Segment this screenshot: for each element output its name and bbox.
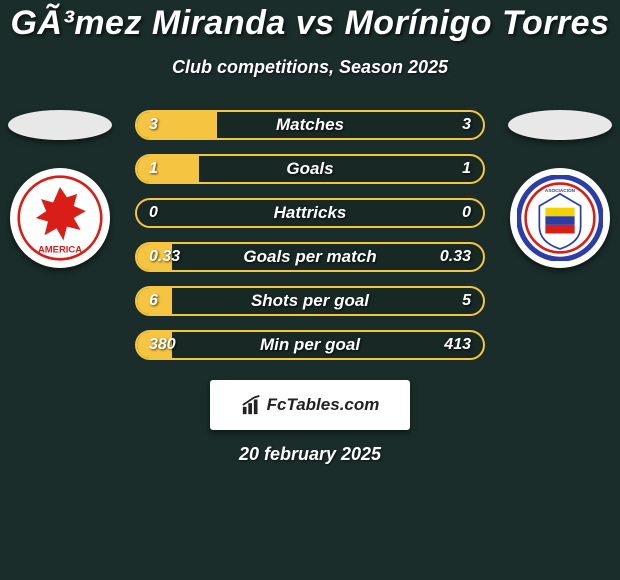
stat-value-right: 0 <box>431 204 471 222</box>
stat-value-left: 380 <box>149 336 189 354</box>
stat-label: Goals <box>286 159 333 179</box>
subtitle: Club competitions, Season 2025 <box>0 57 620 78</box>
stat-value-right: 0.33 <box>431 248 471 266</box>
date-text: 20 february 2025 <box>0 444 620 465</box>
branding-box: FcTables.com <box>210 380 410 430</box>
stat-label: Hattricks <box>274 203 347 223</box>
stat-value-right: 413 <box>431 336 471 354</box>
stat-value-left: 0.33 <box>149 248 189 266</box>
player-left-oval <box>8 110 112 140</box>
stats-table: 3 Matches 3 1 Goals 1 0 Hattricks 0 0.33 Goals per… <box>135 110 485 360</box>
stat-row: 0 Hattricks 0 <box>135 198 485 228</box>
stat-label: Matches <box>276 115 344 135</box>
stat-value-left: 6 <box>149 292 189 310</box>
page-title: GÃ³mez Miranda vs Morínigo Torres <box>0 0 620 43</box>
america-logo-icon: AMERICA <box>17 175 103 261</box>
player-right-column: ASOCIACIÓN <box>500 110 620 268</box>
chart-icon <box>241 394 263 416</box>
stat-label: Min per goal <box>260 335 360 355</box>
stat-value-left: 1 <box>149 160 189 178</box>
stat-value-right: 1 <box>431 160 471 178</box>
stat-value-left: 0 <box>149 204 189 222</box>
player-right-oval <box>508 110 612 140</box>
pasto-logo-icon: ASOCIACIÓN <box>517 175 603 261</box>
stat-row: 0.33 Goals per match 0.33 <box>135 242 485 272</box>
stat-row: 1 Goals 1 <box>135 154 485 184</box>
stat-row: 3 Matches 3 <box>135 110 485 140</box>
club-logo-left: AMERICA <box>10 168 110 268</box>
stat-value-right: 5 <box>431 292 471 310</box>
club-logo-right: ASOCIACIÓN <box>510 168 610 268</box>
stat-label: Goals per match <box>243 247 376 267</box>
stat-row: 380 Min per goal 413 <box>135 330 485 360</box>
branding-text: FcTables.com <box>267 395 380 415</box>
svg-text:AMERICA: AMERICA <box>38 244 82 255</box>
stat-value-left: 3 <box>149 116 189 134</box>
stat-value-right: 3 <box>431 116 471 134</box>
stat-label: Shots per goal <box>251 291 369 311</box>
comparison-container: AMERICA ASOCIACIÓN 3 Matches 3 1 Goals 1 0 Hatt… <box>0 110 620 360</box>
player-left-column: AMERICA <box>0 110 120 268</box>
stat-row: 6 Shots per goal 5 <box>135 286 485 316</box>
